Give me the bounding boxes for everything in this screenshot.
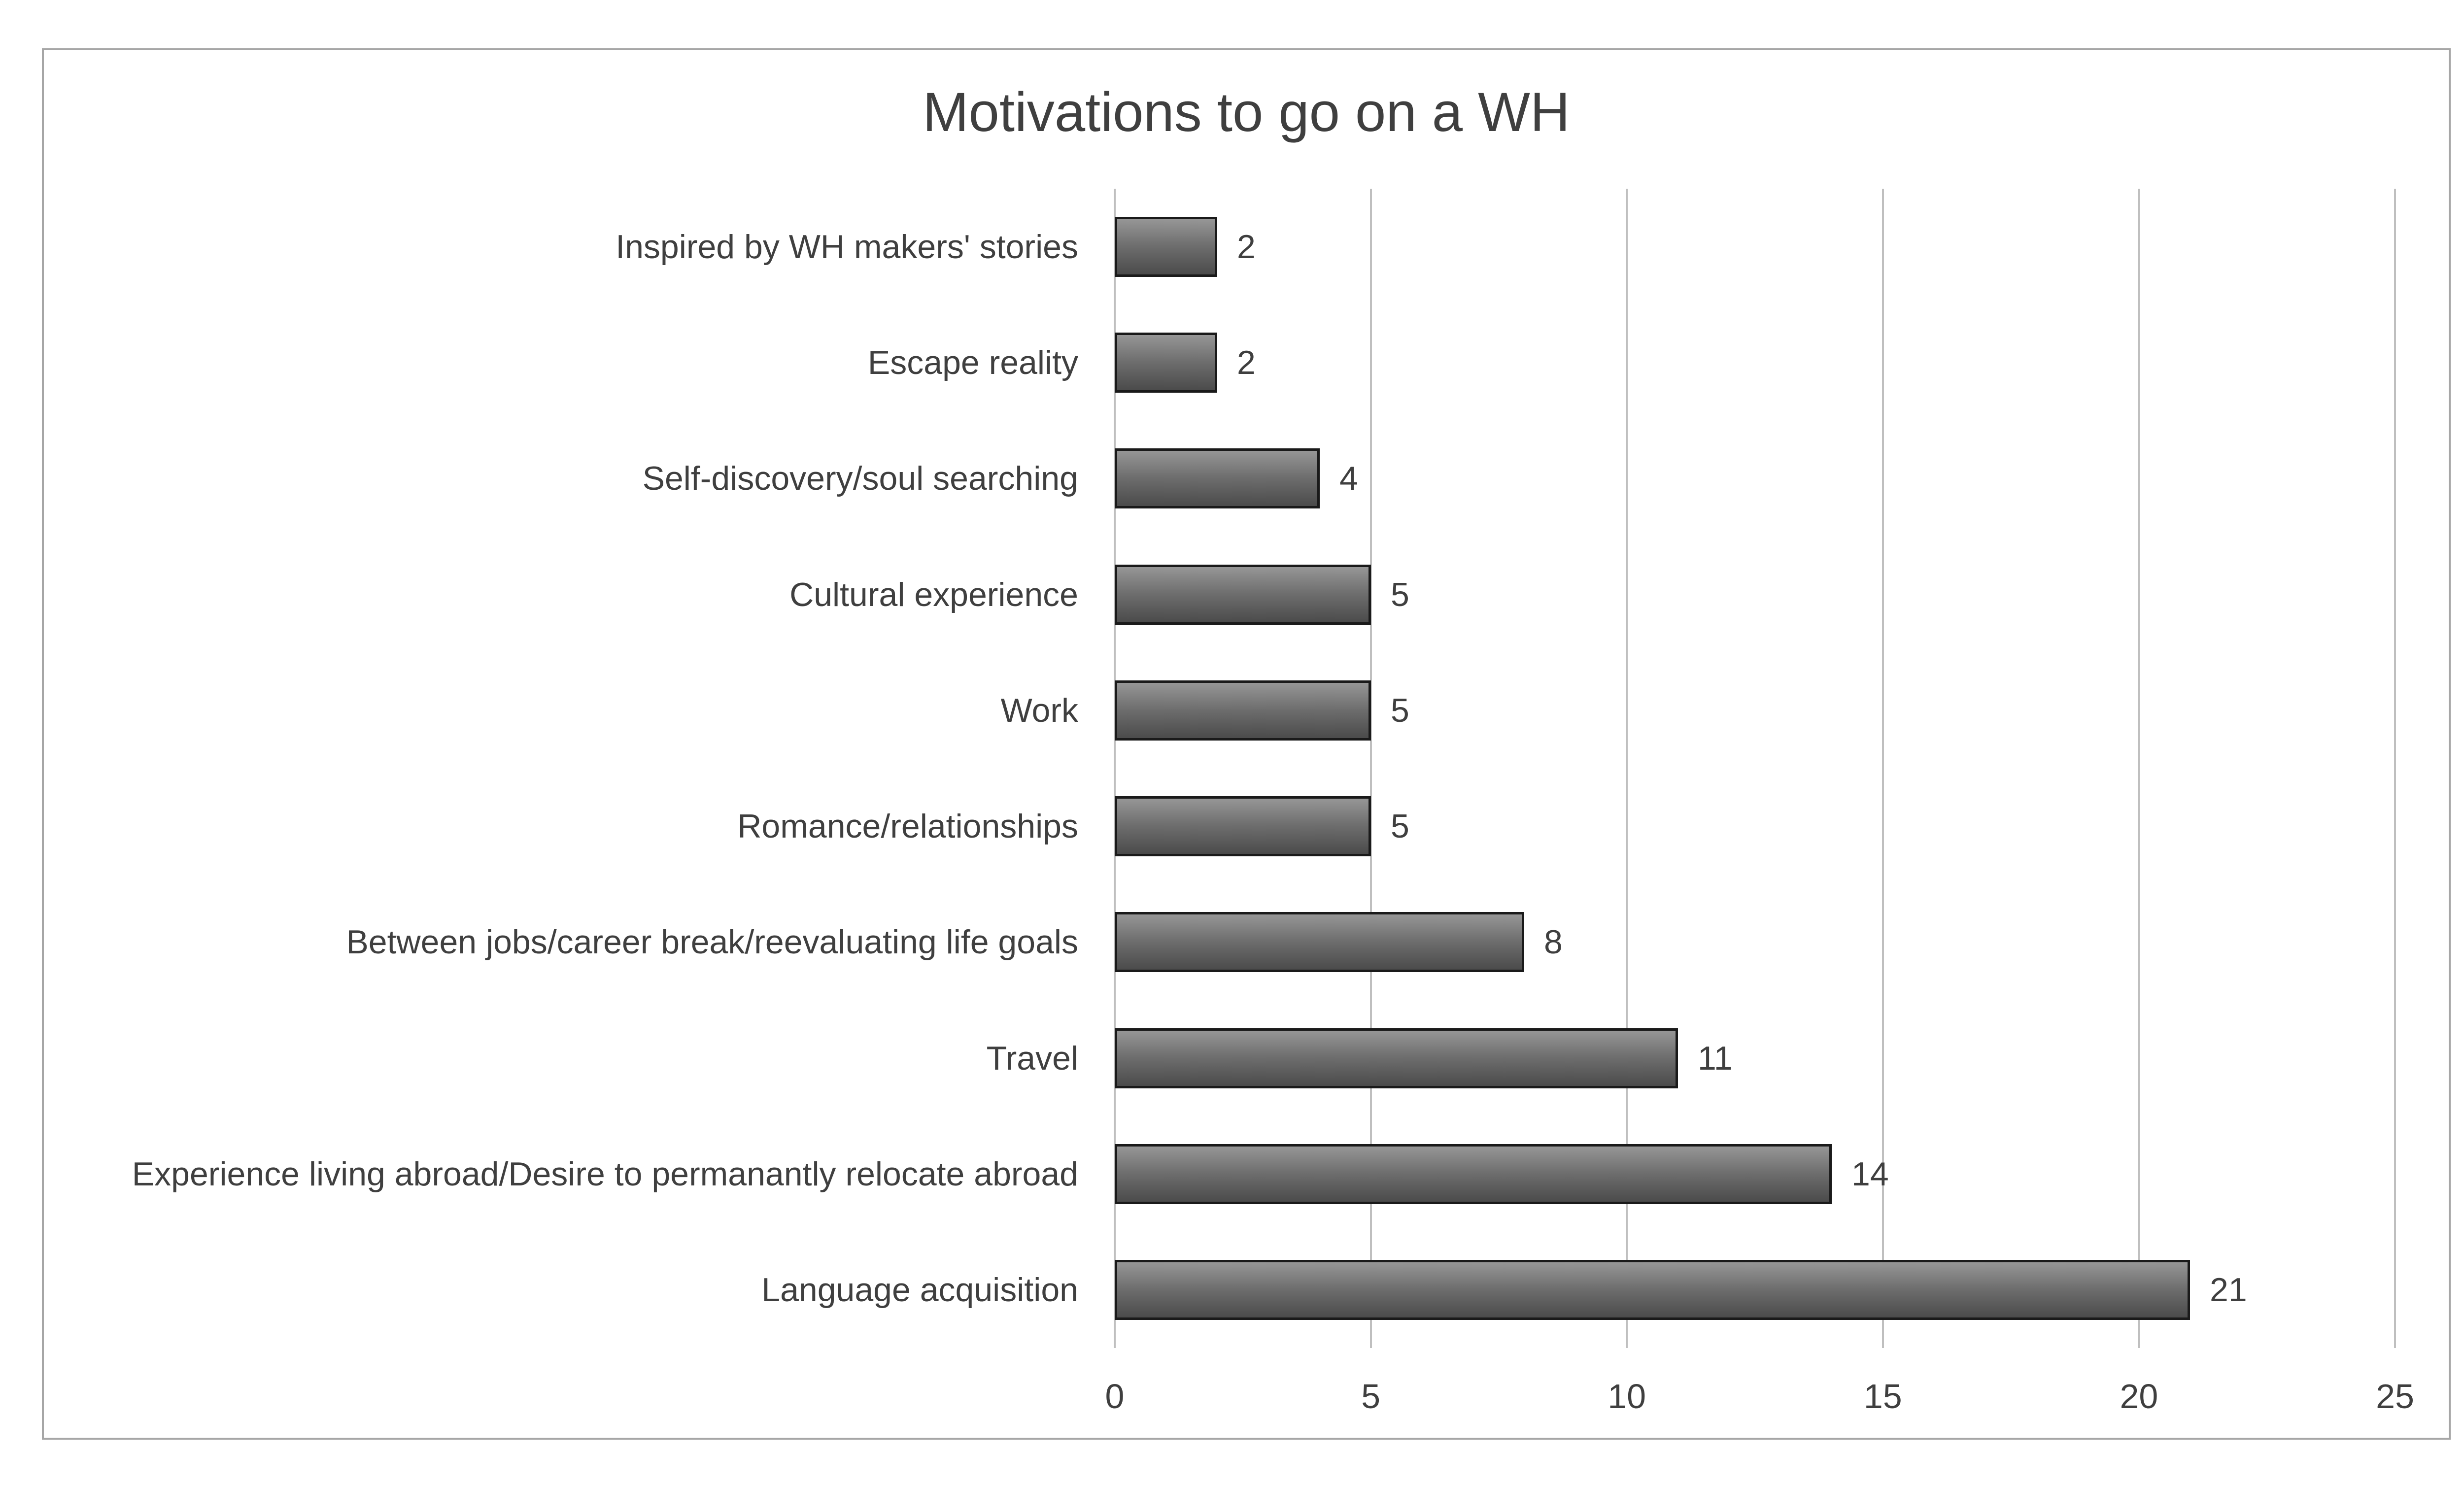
category-label: Inspired by WH makers' stories xyxy=(616,228,1078,266)
bar xyxy=(1115,448,1320,508)
value-label: 2 xyxy=(1237,228,1256,266)
category-label: Escape reality xyxy=(867,344,1078,381)
tick-label: 10 xyxy=(1608,1377,1646,1416)
value-label: 2 xyxy=(1237,344,1256,381)
bar xyxy=(1115,333,1217,393)
category-label: Cultural experience xyxy=(789,576,1078,613)
bar xyxy=(1115,1028,1678,1088)
tick-label: 5 xyxy=(1361,1377,1381,1416)
bar xyxy=(1115,912,1524,972)
bar xyxy=(1115,680,1371,741)
gridline xyxy=(1626,189,1628,1348)
chart-title: Motivations to go on a WH xyxy=(923,81,1570,143)
category-label: Self-discovery/soul searching xyxy=(642,460,1078,497)
category-label: Experience living abroad/Desire to perma… xyxy=(132,1155,1078,1193)
value-label: 5 xyxy=(1391,576,1409,613)
value-label: 14 xyxy=(1851,1155,1889,1193)
value-label: 5 xyxy=(1391,692,1409,729)
category-label: Language acquisition xyxy=(761,1271,1078,1309)
value-label: 21 xyxy=(2210,1271,2247,1309)
value-label: 8 xyxy=(1544,923,1563,961)
bar xyxy=(1115,565,1371,625)
gridline xyxy=(1882,189,1884,1348)
gridline xyxy=(1369,189,1372,1348)
tick-label: 25 xyxy=(2376,1377,2414,1416)
value-label: 5 xyxy=(1391,808,1409,845)
category-label: Travel xyxy=(986,1040,1078,1077)
tick-label: 15 xyxy=(1863,1377,1902,1416)
bar xyxy=(1115,1260,2190,1320)
category-label: Romance/relationships xyxy=(737,808,1078,845)
gridline xyxy=(2394,189,2396,1348)
category-label: Between jobs/career break/reevaluating l… xyxy=(346,923,1078,961)
tick-label: 0 xyxy=(1105,1377,1125,1416)
bar xyxy=(1115,796,1371,856)
gridline xyxy=(2138,189,2140,1348)
value-label: 4 xyxy=(1339,460,1358,497)
tick-label: 20 xyxy=(2120,1377,2158,1416)
value-label: 11 xyxy=(1698,1040,1733,1077)
gridline xyxy=(1114,189,1116,1348)
category-label: Work xyxy=(1000,692,1078,729)
bar xyxy=(1115,1144,1832,1204)
chart-frame xyxy=(42,48,2451,1440)
bar xyxy=(1115,217,1217,277)
